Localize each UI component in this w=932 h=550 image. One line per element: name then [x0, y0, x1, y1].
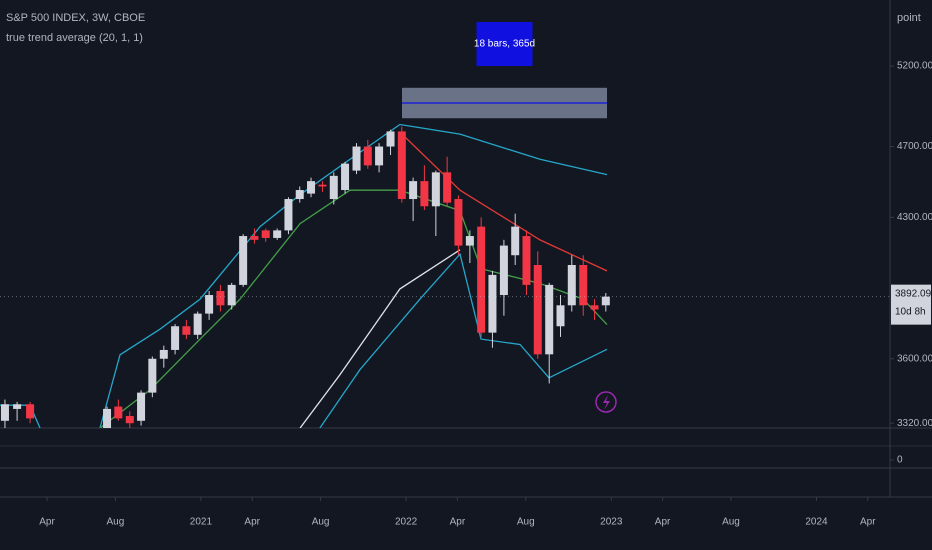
- candle-body: [284, 199, 293, 231]
- x-tick-label: Apr: [244, 517, 260, 528]
- plot-area: [0, 87, 890, 428]
- candle-body: [375, 146, 384, 166]
- lower-pane-tick-label: 0: [897, 455, 903, 466]
- x-tick-label: 2023: [600, 517, 623, 528]
- candle-body: [579, 264, 588, 306]
- candle-body: [159, 349, 168, 359]
- candle-body: [522, 236, 531, 285]
- candle-body: [590, 305, 599, 310]
- y-axis-label: point: [897, 12, 921, 24]
- candle-body: [409, 181, 418, 200]
- indicator-label: true trend average (20, 1, 1): [6, 32, 143, 44]
- candle-body: [318, 184, 327, 187]
- candle-body: [307, 181, 316, 194]
- y-tick-label: 4700.00: [897, 141, 932, 152]
- x-tick-label: Apr: [39, 517, 55, 528]
- candle-body: [386, 131, 395, 147]
- candle-body: [341, 163, 350, 191]
- candle-body: [148, 358, 157, 393]
- candle-body: [397, 131, 406, 200]
- x-tick-label: Apr: [655, 517, 671, 528]
- measure-label-box: [476, 22, 533, 66]
- candle-body: [465, 236, 474, 246]
- candle-body: [227, 284, 236, 306]
- event-icon[interactable]: [595, 391, 617, 413]
- candle-body: [125, 416, 134, 424]
- candle-body: [477, 226, 486, 333]
- x-tick-label: Apr: [860, 517, 876, 528]
- candle-body: [216, 290, 225, 306]
- y-tick-label: 5200.00: [897, 61, 932, 72]
- x-tick-label: Aug: [517, 517, 535, 528]
- candle-body: [499, 245, 508, 296]
- event-icon-bolt: [603, 395, 610, 410]
- candle-body: [137, 392, 146, 421]
- x-tick-label: Aug: [312, 517, 330, 528]
- candle-body: [431, 172, 440, 207]
- candle-body: [193, 313, 202, 335]
- y-tick-label: 3600.00: [897, 353, 932, 364]
- candle-body: [352, 146, 361, 171]
- candle-body: [329, 175, 338, 200]
- x-tick-label: Aug: [107, 517, 125, 528]
- candle-body: [250, 236, 259, 240]
- candle-body: [443, 172, 452, 203]
- candle-body: [13, 404, 22, 409]
- x-tick-label: Apr: [450, 517, 466, 528]
- indicator-line: [401, 133, 608, 272]
- candle-body: [114, 406, 123, 419]
- candle-body: [511, 226, 520, 256]
- candle-body: [171, 326, 180, 350]
- candle-body: [273, 230, 282, 238]
- y-tick-label: 3320.00: [897, 418, 932, 429]
- candle-body: [295, 190, 304, 200]
- x-tick-label: 2022: [395, 517, 418, 528]
- candle-body: [488, 274, 497, 333]
- candle-body: [26, 404, 35, 419]
- indicator-line: [299, 249, 461, 428]
- candle-body: [556, 305, 565, 327]
- last-price-box: [891, 284, 931, 325]
- countdown-label: 10d 8h: [895, 306, 926, 317]
- candle-body: [239, 236, 248, 285]
- measure-label: 18 bars, 365d: [474, 39, 535, 50]
- last-price-label: 3892.09: [895, 288, 932, 299]
- candle-body: [363, 146, 372, 166]
- indicator-line: [319, 252, 608, 428]
- candle-body: [0, 404, 9, 421]
- candle-body: [567, 264, 576, 306]
- candle-body: [182, 326, 191, 335]
- candle-body: [261, 230, 270, 238]
- y-tick-label: 4300.00: [897, 212, 932, 223]
- x-tick-label: Aug: [722, 517, 740, 528]
- candle-body: [545, 284, 554, 355]
- candle-body: [103, 408, 112, 428]
- candle-body: [205, 295, 214, 314]
- candle-body: [454, 199, 463, 246]
- candle-body: [601, 296, 610, 306]
- candle-body: [533, 264, 542, 355]
- chart-title: S&P 500 INDEX, 3W, CBOE: [6, 12, 145, 24]
- x-tick-label: 2024: [805, 517, 828, 528]
- x-tick-label: 2021: [190, 517, 213, 528]
- candle-body: [420, 181, 429, 207]
